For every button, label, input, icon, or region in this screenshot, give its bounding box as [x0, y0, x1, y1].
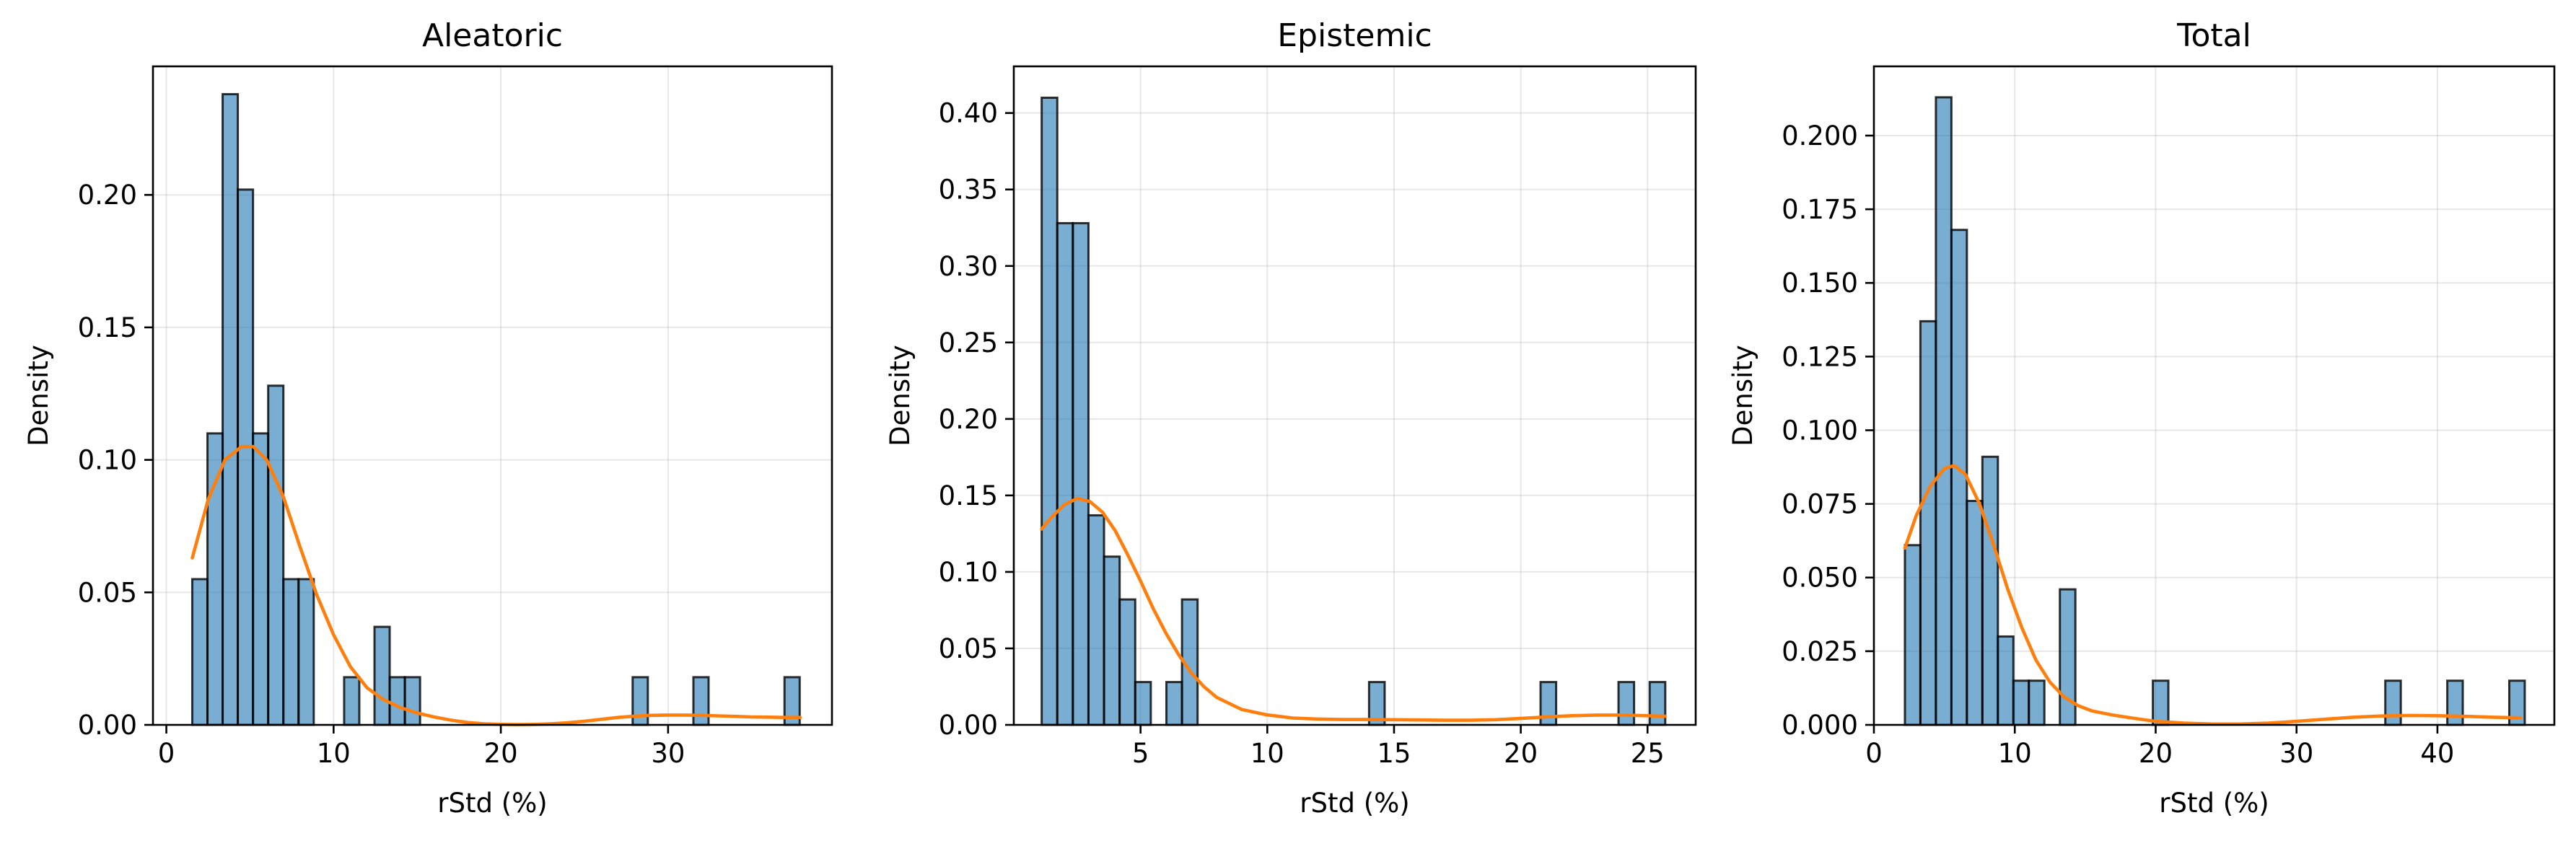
x-axis-label: rStd (%) [1300, 788, 1409, 819]
y-tick-label: 0.30 [939, 251, 998, 282]
histogram-bar [1935, 96, 1953, 726]
histogram-bar [1617, 681, 1636, 726]
x-tick-label: 0 [158, 738, 175, 769]
x-tick-label: 25 [1631, 738, 1665, 769]
histogram-bar [1134, 681, 1152, 726]
histogram-bar [2384, 679, 2402, 726]
plot-frame [1012, 65, 1697, 726]
histogram-bar [1950, 229, 1968, 726]
y-tick-label: 0.15 [939, 480, 998, 511]
histogram-bar [1903, 544, 1922, 726]
x-tick-label: 10 [1998, 738, 2032, 769]
histogram-bar [1981, 455, 1999, 726]
histogram-bar [1997, 635, 2015, 726]
histogram-bar [403, 676, 421, 726]
y-axis-label: Density [885, 345, 916, 446]
y-tick-label: 0.05 [939, 633, 998, 664]
histogram-bar [1056, 221, 1074, 726]
y-tick-label: 0.175 [1782, 194, 1858, 225]
histogram-bar [252, 432, 270, 726]
y-tick-label: 0.10 [939, 557, 998, 588]
y-tick-label: 0.00 [78, 710, 137, 741]
x-tick-label: 10 [1250, 738, 1284, 769]
y-tick-label: 0.35 [939, 175, 998, 206]
histogram-bar [2012, 679, 2030, 726]
x-tick-label: 15 [1377, 738, 1411, 769]
histogram-bar [297, 578, 315, 726]
y-tick-label: 0.000 [1782, 710, 1858, 741]
y-tick-label: 0.25 [939, 327, 998, 358]
y-tick-label: 0.40 [939, 98, 998, 129]
histogram-bar [2059, 588, 2077, 726]
y-tick-label: 0.050 [1782, 563, 1858, 594]
histogram-bar [1118, 598, 1136, 726]
x-tick-label: 10 [317, 738, 351, 769]
chart-title: Epistemic [1277, 17, 1432, 54]
histogram-bar [1165, 681, 1183, 726]
histogram-bar [2028, 679, 2046, 726]
histogram-bar [388, 676, 406, 726]
panel-1: 0 10 20 30 0.00 0.05 0.10 0.15 0.20 Aleatoric rStd… [23, 17, 833, 819]
histogram-bar [2152, 679, 2170, 726]
histogram-bar [267, 384, 285, 726]
y-axis-label: Density [23, 345, 54, 446]
x-axis-label: rStd (%) [2159, 788, 2269, 819]
histogram-bar [1966, 500, 1984, 726]
y-tick-label: 0.05 [78, 577, 137, 608]
y-tick-label: 0.20 [939, 404, 998, 435]
histogram-bar [282, 578, 300, 726]
x-tick-label: 20 [1504, 738, 1538, 769]
y-tick-label: 0.20 [78, 180, 137, 211]
x-tick-label: 5 [1132, 738, 1149, 769]
plot-frame [152, 65, 833, 726]
panel-2: 5 10 15 20 25 0.00 0.05 0.10 0.15 0.20 0.25 0.30 0.3… [885, 17, 1697, 819]
histogram-bar [237, 188, 255, 726]
kde-curve [1903, 464, 2523, 726]
x-tick-label: 30 [651, 738, 685, 769]
histogram-bar [1648, 681, 1667, 726]
y-tick-label: 0.125 [1782, 341, 1858, 372]
y-tick-label: 0.075 [1782, 489, 1858, 520]
histogram-bar [1919, 320, 1937, 726]
chart-title: Total [2176, 17, 2251, 54]
histogram-bar [1041, 96, 1059, 726]
y-tick-label: 0.15 [78, 312, 137, 343]
x-tick-label: 0 [1865, 738, 1883, 769]
histogram-bar [692, 676, 710, 726]
y-tick-label: 0.00 [939, 710, 998, 741]
histogram-bar [1087, 514, 1105, 726]
y-tick-label: 0.100 [1782, 415, 1858, 446]
chart-title: Aleatoric [422, 17, 563, 54]
x-tick-label: 40 [2420, 738, 2454, 769]
histogram-bar [206, 432, 224, 726]
histogram-bar [2446, 679, 2464, 726]
x-tick-label: 20 [484, 738, 518, 769]
histogram-bar [1103, 555, 1121, 726]
kde-curve [1040, 496, 1668, 722]
histogram-bar [343, 676, 361, 726]
plot-frame [1872, 65, 2556, 726]
panel-3: 0 10 20 30 40 0.000 0.025 0.050 0.075 0.100 0.125 0… [1727, 17, 2556, 819]
x-axis-label: rStd (%) [437, 788, 547, 819]
histogram-bar [190, 578, 209, 726]
y-tick-label: 0.200 [1782, 120, 1858, 151]
x-tick-label: 20 [2139, 738, 2173, 769]
y-tick-label: 0.025 [1782, 636, 1858, 667]
y-tick-label: 0.150 [1782, 268, 1858, 299]
x-tick-label: 30 [2279, 738, 2313, 769]
histogram-bar [1072, 221, 1090, 726]
histogram-bar [222, 93, 240, 726]
histogram-bar [373, 625, 391, 726]
y-axis-label: Density [1727, 345, 1758, 446]
y-tick-label: 0.10 [78, 445, 137, 476]
